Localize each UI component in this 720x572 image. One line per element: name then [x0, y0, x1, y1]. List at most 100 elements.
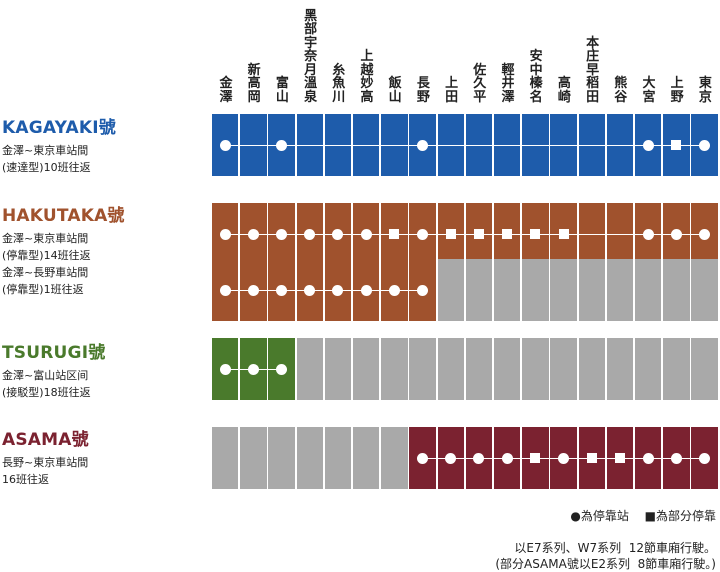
station-cell	[465, 338, 493, 400]
service-description: 金澤~東京車站間 (速達型)10班往返	[2, 144, 91, 174]
station-label: 東京	[698, 76, 712, 105]
stop-marker	[219, 139, 231, 151]
stop-marker	[304, 228, 316, 240]
route-line	[225, 290, 423, 291]
station-cell	[522, 259, 549, 321]
stop-marker	[642, 452, 654, 464]
station-cell	[381, 427, 408, 489]
service-name: HAKUTAKA號	[2, 206, 125, 226]
partial-stop-marker	[671, 140, 682, 150]
station-label: 上越妙高	[360, 49, 374, 105]
notes: 以E7系列、W7系列 12節車廂行駛。 (部分ASAMA號以E2系列 8節車廂行駛…	[495, 540, 716, 572]
route-row	[212, 427, 720, 489]
station-cell	[691, 338, 718, 400]
station-label: 富山	[275, 76, 289, 105]
station-cell	[550, 259, 577, 321]
stop-marker	[558, 452, 569, 464]
partial-stop-marker	[530, 229, 541, 239]
station-label: 安中榛名	[529, 49, 543, 105]
stop-marker	[276, 228, 287, 240]
service-hakutaka: HAKUTAKA號 金澤~東京車站間 (停靠型)14班往返 金澤~長野車站間 (…	[0, 201, 208, 298]
station-cell	[381, 338, 408, 400]
station-cell	[296, 338, 323, 400]
note-line: (部分ASAMA號以E2系列 8節車廂行駛。)	[495, 557, 716, 571]
stop-marker	[304, 284, 316, 296]
service-description: 長野~東京車站間 16班往返	[2, 456, 89, 486]
route-row	[212, 259, 720, 321]
station-cell	[578, 259, 605, 321]
station-cell	[606, 338, 634, 400]
stop-marker	[473, 452, 485, 464]
stop-marker	[417, 139, 428, 151]
station-cell	[465, 259, 493, 321]
station-cell	[522, 338, 549, 400]
station-cell	[691, 259, 718, 321]
station-label: 熊谷	[614, 76, 628, 105]
stop-marker	[276, 284, 287, 296]
stop-marker	[670, 228, 682, 240]
stop-marker	[670, 452, 682, 464]
station-cell	[409, 338, 436, 400]
stop-marker	[417, 228, 428, 240]
route-row	[212, 114, 720, 176]
service-description: 金澤~東京車站間 (停靠型)14班往返 金澤~長野車站間 (停靠型)1班往返	[2, 232, 91, 296]
legend-stop: ●為停靠站	[570, 509, 629, 523]
service-description: 金澤~富山站区间 (接駁型)18班往返	[2, 369, 91, 399]
legend-partial-stop: ■為部分停靠	[644, 509, 716, 523]
station-cell	[663, 338, 690, 400]
station-header: 金澤新高岡富山 黑部宇奈月溫泉糸魚川上越妙高飯山長野上田佐久平輕井澤安中榛名高崎本…	[212, 0, 720, 108]
station-label: 上田	[445, 76, 459, 105]
partial-stop-marker	[389, 229, 400, 239]
stop-marker	[417, 284, 428, 296]
station-cell	[494, 338, 521, 400]
stop-marker	[247, 228, 259, 240]
station-cell	[268, 427, 295, 489]
station-label: 新高岡	[247, 62, 261, 105]
stop-marker	[360, 228, 372, 240]
station-cell	[240, 427, 267, 489]
partial-stop-marker	[473, 229, 484, 239]
service-name: ASAMA號	[2, 430, 89, 450]
station-cell	[663, 259, 690, 321]
station-label: 高崎	[557, 76, 571, 105]
partial-stop-marker	[586, 453, 597, 463]
station-cell	[606, 259, 634, 321]
stop-marker	[699, 139, 710, 151]
station-cell	[296, 427, 323, 489]
service-name: TSURUGI號	[2, 343, 106, 363]
stop-marker	[219, 228, 231, 240]
station-cell	[635, 338, 662, 400]
service-tsurugi: TSURUGI號 金澤~富山站区间 (接駁型)18班往返	[0, 338, 208, 401]
station-cell	[437, 338, 464, 400]
stop-marker	[247, 363, 259, 375]
stop-marker	[417, 452, 428, 464]
station-label: 上野	[670, 76, 684, 105]
partial-stop-marker	[558, 229, 569, 239]
stop-marker	[642, 228, 654, 240]
partial-stop-marker	[445, 229, 456, 239]
station-cell	[494, 259, 521, 321]
partial-stop-marker	[502, 229, 513, 239]
service-asama: ASAMA號 長野~東京車站間 16班往返	[0, 425, 208, 488]
station-cell	[437, 259, 464, 321]
station-label: 飯山	[388, 76, 402, 105]
station-label: 大宮	[642, 76, 656, 105]
route-line	[225, 234, 705, 235]
station-label: 佐久平	[473, 62, 487, 105]
stop-marker	[360, 284, 372, 296]
station-label: 黑部宇奈月溫泉	[304, 8, 318, 105]
note-line: 以E7系列、W7系列 12節車廂行駛。	[514, 541, 716, 555]
route-row	[212, 338, 720, 400]
station-label: 糸魚川	[332, 62, 346, 105]
station-cell	[324, 338, 352, 400]
station-cell	[635, 259, 662, 321]
station-cell	[212, 427, 239, 489]
stop-marker	[642, 139, 654, 151]
stop-marker	[445, 452, 457, 464]
stop-marker	[276, 139, 287, 151]
stop-marker	[388, 284, 400, 296]
station-cell	[550, 338, 577, 400]
station-cell	[578, 338, 605, 400]
route-row	[212, 203, 720, 265]
stop-marker	[332, 228, 344, 240]
